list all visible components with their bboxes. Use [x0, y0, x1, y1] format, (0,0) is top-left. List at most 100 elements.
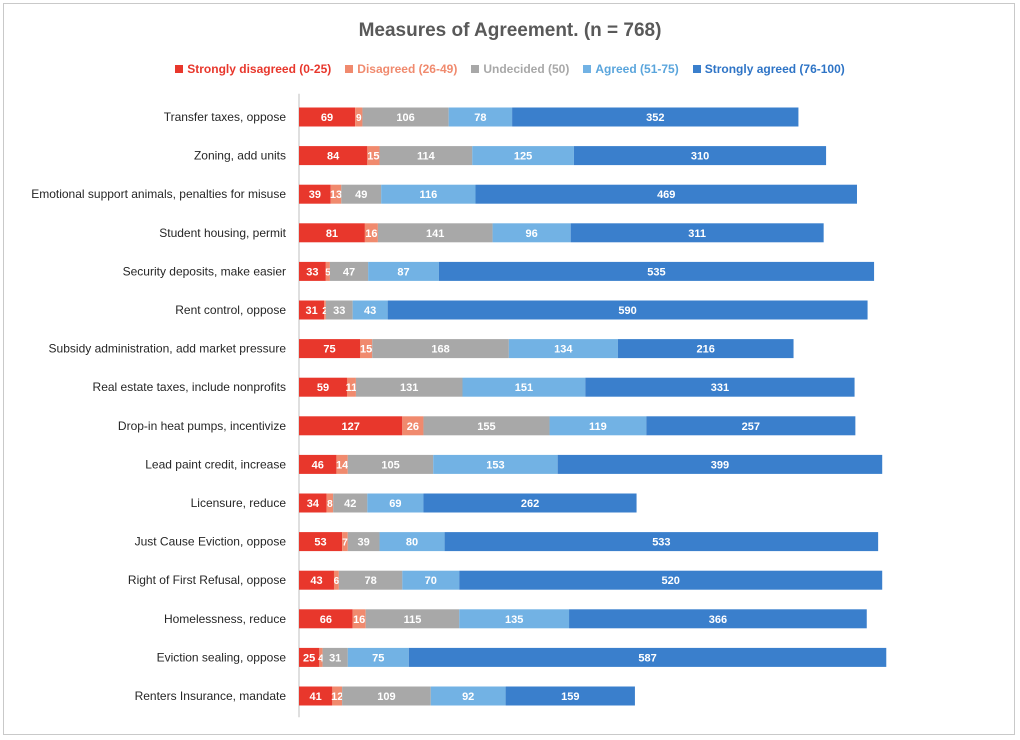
category-label: Student housing, permit — [159, 226, 286, 240]
legend-item: Undecided (50) — [471, 62, 569, 76]
bar-segment — [299, 146, 368, 166]
data-label: 134 — [554, 344, 573, 356]
data-label: 34 — [307, 498, 320, 510]
data-label: 9 — [356, 113, 362, 124]
data-label: 43 — [310, 575, 322, 587]
data-label: 155 — [477, 421, 495, 433]
category-label: Zoning, add units — [194, 149, 286, 163]
bar-segment — [299, 261, 326, 281]
data-label: 352 — [646, 112, 664, 124]
bar-segment — [299, 532, 343, 552]
data-label: 31 — [305, 305, 317, 317]
category-label: Emotional support animals, penalties for… — [31, 187, 286, 201]
bar-segment — [342, 532, 348, 552]
legend-item: Disagreed (26-49) — [345, 62, 457, 76]
data-label: 127 — [341, 421, 359, 433]
bar-segment — [448, 107, 513, 127]
bar-segment — [364, 223, 378, 243]
bar-segment — [368, 261, 439, 281]
category-label: Licensure, reduce — [191, 496, 287, 510]
data-label: 153 — [486, 459, 504, 471]
data-label: 81 — [326, 228, 338, 240]
bar-segment — [462, 377, 586, 397]
bar-segment — [299, 416, 403, 436]
data-label: 533 — [652, 537, 670, 549]
bar-segment — [299, 300, 325, 320]
bar-segment — [492, 223, 571, 243]
legend-swatch — [692, 65, 701, 73]
data-label: 16 — [353, 614, 365, 626]
bar-segment — [299, 339, 361, 359]
data-label: 168 — [431, 344, 449, 356]
data-label: 33 — [333, 305, 345, 317]
data-label: 105 — [381, 459, 399, 471]
data-label: 119 — [589, 421, 607, 433]
legend-swatch — [345, 65, 354, 73]
category-label: Renters Insurance, mandate — [135, 689, 287, 703]
bar-segment — [377, 223, 493, 243]
data-label: 84 — [327, 151, 340, 163]
bar-segment — [444, 532, 879, 552]
bar-segment — [299, 223, 365, 243]
bar-segment — [299, 377, 347, 397]
data-label: 78 — [364, 575, 376, 587]
data-label: 69 — [389, 498, 401, 510]
category-label: Right of First Refusal, oppose — [128, 573, 286, 587]
bar-segment — [329, 261, 369, 281]
data-label: 15 — [367, 151, 379, 163]
category-label: Rent control, oppose — [175, 303, 286, 317]
data-label: 92 — [462, 691, 474, 703]
legend-item: Agreed (51-75) — [583, 62, 679, 76]
data-label: 13 — [330, 189, 342, 201]
data-label: 80 — [406, 537, 418, 549]
bar-segment — [570, 223, 824, 243]
bar-segment — [333, 570, 339, 590]
bar-segment — [646, 416, 856, 436]
bar-segment — [332, 686, 343, 706]
bar-segment — [408, 647, 887, 667]
legend-label: Disagreed (26-49) — [357, 62, 458, 76]
data-label: 366 — [709, 614, 727, 626]
bar-segment — [569, 609, 867, 629]
bar-segment — [319, 647, 323, 667]
data-label: 15 — [360, 344, 372, 356]
category-label: Just Cause Eviction, oppose — [135, 535, 287, 549]
data-label: 115 — [404, 614, 422, 626]
data-label: 311 — [688, 228, 706, 240]
bar-segment — [367, 146, 380, 166]
bar-segment — [549, 416, 647, 436]
bar-segment — [505, 686, 635, 706]
bar-segment — [438, 261, 875, 281]
bar-segment — [472, 146, 574, 166]
data-label: 11 — [346, 382, 358, 394]
bar-segment — [326, 493, 334, 513]
legend-item: Strongly disagreed (0-25) — [175, 62, 331, 76]
bar-segment — [325, 261, 330, 281]
bar-segment — [322, 647, 348, 667]
bar-segment — [355, 107, 363, 127]
category-label: Homelessness, reduce — [164, 612, 286, 626]
bar-segment — [430, 686, 506, 706]
data-label: 75 — [372, 652, 384, 664]
legend-label: Undecided (50) — [483, 62, 570, 76]
legend-swatch — [471, 65, 480, 73]
data-label: 96 — [526, 228, 538, 240]
legend-label: Strongly agreed (76-100) — [704, 62, 845, 76]
data-label: 135 — [505, 614, 523, 626]
legend-item: Strongly agreed (76-100) — [692, 62, 845, 76]
data-label: 106 — [396, 112, 414, 124]
bar-segment — [512, 107, 799, 127]
data-label: 469 — [657, 189, 675, 201]
bar-segment — [347, 647, 409, 667]
data-label: 75 — [323, 344, 335, 356]
category-label: Eviction sealing, oppose — [157, 650, 287, 664]
bar-segment — [360, 339, 373, 359]
bar-segment — [617, 339, 794, 359]
data-label: 151 — [515, 382, 533, 394]
bar-segment — [330, 184, 342, 204]
bar-segment — [352, 300, 388, 320]
bar-segment — [346, 377, 356, 397]
bar-segment — [299, 493, 327, 513]
bar-segment — [585, 377, 855, 397]
